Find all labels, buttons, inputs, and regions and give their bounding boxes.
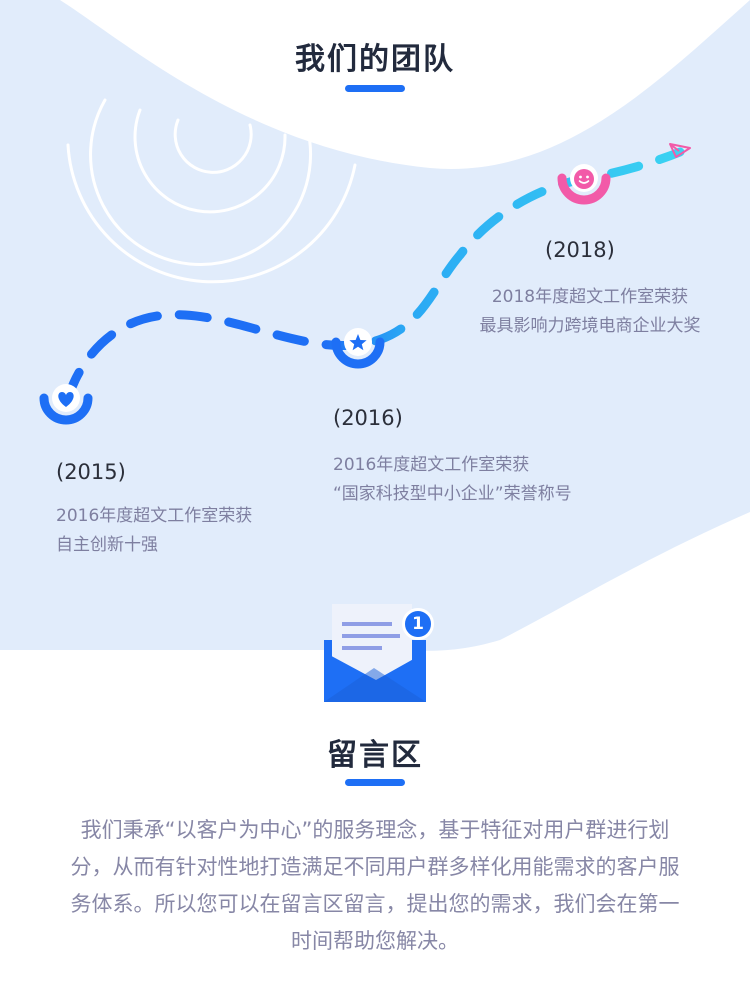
milestone-2018-line-2: 最具影响力跨境电商企业大奖 [479, 316, 701, 336]
paragraph-line-3: 务体系。所以您可以在留言区留言，提出您的需求，我们会在第一 [70, 892, 680, 916]
milestone-2018-description: 2018年度超文工作室荣获 最具影响力跨境电商企业大奖 [440, 283, 740, 341]
smile-icon [574, 169, 594, 189]
message-title-underline [345, 779, 405, 786]
concentric-arcs-decoration [66, 98, 357, 284]
paragraph-line-2: 分，从而有针对性地打造满足不同用户群多样化用能需求的客户服 [70, 855, 680, 879]
team-section-title: 我们的团队 [295, 42, 455, 77]
milestone-2016-description: 2016年度超文工作室荣获 “国家科技型中小企业”荣誉称号 [333, 451, 572, 509]
milestone-2016-year: (2016) [333, 406, 403, 430]
heart-icon [58, 392, 74, 407]
notification-badge: 1 [402, 608, 434, 640]
milestone-2015-marker [39, 384, 93, 425]
milestone-2015-description: 2016年度超文工作室荣获 自主创新十强 [56, 502, 252, 560]
milestone-2018-marker [557, 164, 611, 205]
milestone-2016-line-2: “国家科技型中小企业”荣誉称号 [333, 484, 572, 504]
milestone-2016-marker [331, 328, 385, 369]
paper-plane-icon [669, 143, 691, 158]
team-title-underline [345, 85, 405, 92]
paragraph-line-1: 我们秉承“以客户为中心”的服务理念，基于特征对用户群进行划 [80, 818, 670, 842]
star-icon [349, 334, 367, 351]
milestone-2018-year: (2018) [545, 238, 615, 262]
milestone-2015-year: (2015) [56, 460, 126, 484]
paragraph-line-4: 时间帮助您解决。 [291, 929, 459, 953]
milestone-2016-line-1: 2016年度超文工作室荣获 [333, 455, 530, 475]
envelope-icon: 1 [322, 600, 434, 704]
message-section-paragraph: 我们秉承“以客户为中心”的服务理念，基于特征对用户群进行划 分，从而有针对性地打… [18, 812, 732, 960]
milestone-2018-line-1: 2018年度超文工作室荣获 [491, 287, 689, 307]
message-section-title: 留言区 [327, 738, 423, 773]
milestone-2015-line-1: 2016年度超文工作室荣获 [56, 506, 253, 526]
milestone-2015-line-2: 自主创新十强 [56, 535, 158, 555]
